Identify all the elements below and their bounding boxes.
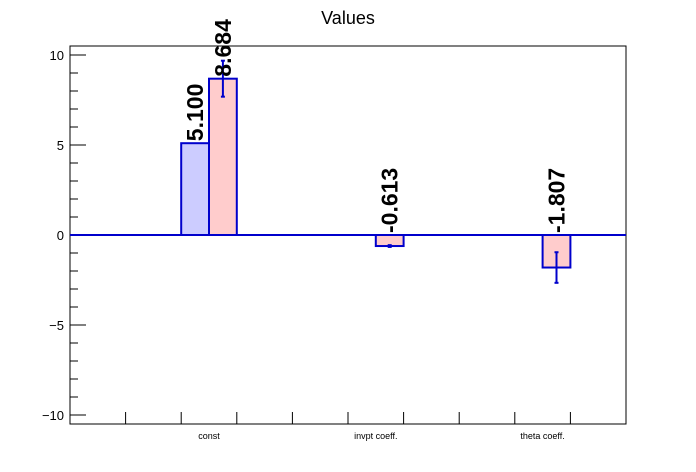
axes: −10 −5 0 5 10 const invpt coeff. theta coeff. [42, 48, 626, 441]
y-tick-label: 5 [57, 138, 64, 153]
data-label: -1.807 [544, 168, 570, 233]
y-tick-label: −5 [49, 318, 64, 333]
y-tick-label: 0 [57, 228, 64, 243]
bar [208, 77, 238, 236]
y-tick-label: −10 [42, 408, 64, 423]
chart-title: Values [321, 8, 375, 28]
bar [180, 142, 210, 236]
x-category-label: const [198, 431, 220, 441]
data-label: 8.684 [210, 19, 236, 77]
y-tick-label: 10 [50, 48, 64, 63]
data-label: -0.613 [377, 168, 403, 233]
x-category-label: invpt coeff. [354, 431, 397, 441]
bars [180, 59, 572, 284]
x-category-label: theta coeff. [520, 431, 564, 441]
data-label: 5.100 [182, 84, 208, 142]
